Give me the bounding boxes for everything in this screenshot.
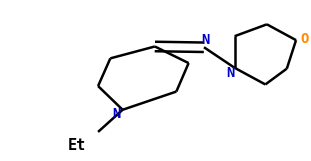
Text: Et: Et	[67, 138, 86, 153]
Text: N: N	[112, 107, 121, 121]
Text: O: O	[300, 32, 309, 46]
Text: N: N	[201, 33, 210, 47]
Text: N: N	[226, 66, 234, 80]
